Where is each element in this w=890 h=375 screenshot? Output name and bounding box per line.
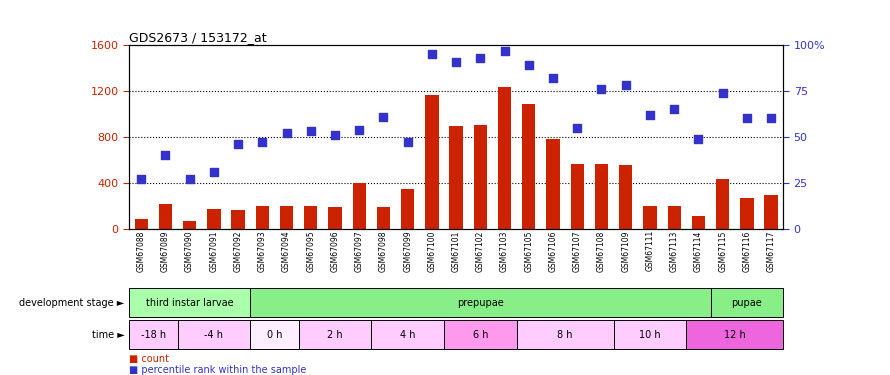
Bar — [328, 207, 342, 229]
Bar — [279, 206, 293, 229]
Text: ■ percentile rank within the sample: ■ percentile rank within the sample — [129, 365, 306, 375]
Bar — [183, 221, 197, 229]
Point — [498, 48, 512, 54]
Bar — [134, 219, 148, 229]
Bar — [207, 209, 221, 229]
Point — [668, 106, 682, 112]
Point — [716, 90, 730, 96]
Bar — [371, 320, 444, 349]
Bar — [376, 207, 390, 229]
Point — [352, 126, 367, 132]
Text: prepupae: prepupae — [457, 298, 504, 308]
Bar — [425, 95, 439, 229]
Text: 12 h: 12 h — [724, 330, 746, 340]
Point — [643, 112, 657, 118]
Bar — [517, 320, 613, 349]
Bar — [129, 320, 177, 349]
Point — [546, 75, 560, 81]
Bar — [710, 288, 783, 317]
Bar — [299, 320, 371, 349]
Text: GDS2673 / 153172_at: GDS2673 / 153172_at — [129, 31, 267, 44]
Point — [303, 128, 318, 134]
Text: 4 h: 4 h — [400, 330, 416, 340]
Bar — [498, 87, 511, 229]
Point — [231, 141, 246, 147]
Text: development stage ►: development stage ► — [20, 298, 125, 308]
Bar — [716, 179, 729, 229]
Point — [134, 176, 149, 182]
Bar — [668, 206, 681, 229]
Text: ■ count: ■ count — [129, 354, 169, 364]
Bar — [231, 210, 245, 229]
Bar — [619, 165, 633, 229]
Text: pupae: pupae — [732, 298, 762, 308]
Text: 6 h: 6 h — [473, 330, 488, 340]
Text: 10 h: 10 h — [639, 330, 660, 340]
Bar — [304, 206, 318, 229]
Point — [595, 86, 609, 92]
Point — [206, 169, 221, 175]
Point — [255, 140, 270, 146]
Point — [182, 176, 197, 182]
Bar — [158, 204, 172, 229]
Point — [449, 58, 464, 64]
Text: time ►: time ► — [92, 330, 125, 340]
Point — [473, 55, 488, 61]
Point — [158, 152, 173, 158]
Point — [425, 51, 439, 57]
Bar — [522, 104, 536, 229]
Text: third instar larvae: third instar larvae — [146, 298, 233, 308]
Bar — [250, 320, 299, 349]
Text: 0 h: 0 h — [267, 330, 282, 340]
Bar — [444, 320, 517, 349]
Bar — [250, 288, 710, 317]
Bar — [449, 126, 463, 229]
Point — [619, 82, 633, 88]
Bar — [352, 183, 366, 229]
Point — [279, 130, 294, 136]
Bar — [643, 206, 657, 229]
Bar — [129, 288, 250, 317]
Bar — [546, 139, 560, 229]
Text: -4 h: -4 h — [205, 330, 223, 340]
Point — [692, 136, 706, 142]
Bar — [765, 195, 778, 229]
Point — [400, 140, 415, 146]
Bar — [401, 189, 415, 229]
Bar — [692, 216, 705, 229]
Text: 2 h: 2 h — [328, 330, 343, 340]
Bar — [595, 164, 608, 229]
Bar — [740, 198, 754, 229]
Point — [764, 116, 778, 122]
Bar — [686, 320, 783, 349]
Bar — [473, 125, 487, 229]
Point — [376, 114, 391, 120]
Point — [740, 116, 754, 122]
Bar — [613, 320, 686, 349]
Point — [570, 124, 585, 131]
Bar — [570, 164, 584, 229]
Text: -18 h: -18 h — [141, 330, 166, 340]
Bar — [255, 206, 269, 229]
Text: 8 h: 8 h — [557, 330, 573, 340]
Bar — [177, 320, 250, 349]
Point — [522, 62, 536, 68]
Point — [328, 132, 342, 138]
